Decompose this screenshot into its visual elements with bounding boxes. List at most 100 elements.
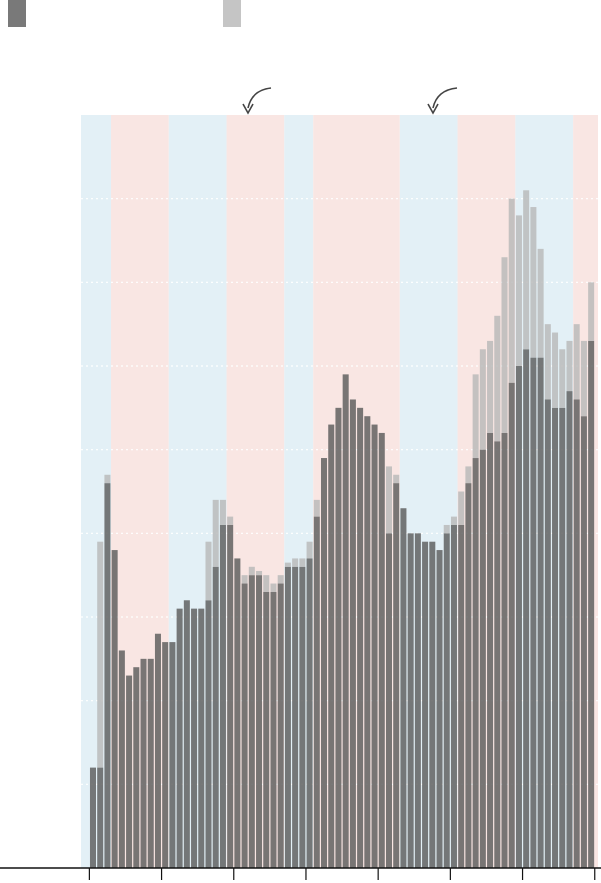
- arrow: [432, 87, 458, 109]
- bar-segment: [284, 562, 291, 567]
- bar-segment: [422, 541, 429, 868]
- bar-segment: [544, 324, 551, 400]
- bar-segment: [104, 483, 111, 868]
- bar-segment: [443, 524, 450, 534]
- bar-segment: [544, 399, 551, 868]
- bar-segment: [126, 675, 133, 868]
- legend-swatch: [8, 0, 26, 27]
- bar-segment: [407, 533, 414, 868]
- bar-segment: [472, 374, 479, 459]
- bar-segment: [162, 642, 169, 868]
- bar-segment: [537, 357, 544, 868]
- bar-segment: [515, 366, 522, 868]
- bar-segment: [357, 407, 364, 868]
- bar-segment: [580, 416, 587, 868]
- bar-segment: [580, 340, 587, 417]
- bar-segment: [212, 499, 219, 567]
- bar-segment: [537, 248, 544, 358]
- bar-segment: [552, 332, 559, 408]
- bar-segment: [292, 566, 299, 868]
- bar-segment: [573, 399, 580, 868]
- bar-segment: [263, 591, 270, 868]
- bar-segment: [133, 667, 140, 868]
- bar-segment: [256, 575, 263, 868]
- bar-segment: [559, 349, 566, 408]
- bar-segment: [385, 466, 393, 534]
- bar-segment: [414, 533, 421, 868]
- bar-segment: [588, 282, 595, 341]
- bar-segment: [487, 340, 494, 433]
- bar-segment: [147, 658, 154, 868]
- bar-segment: [277, 575, 284, 584]
- bar-segment: [559, 407, 566, 868]
- bar-segment: [400, 508, 407, 868]
- bar-segment: [205, 541, 212, 601]
- bar-segment: [588, 340, 595, 868]
- bar-segment: [248, 566, 255, 576]
- x-axis: [0, 867, 601, 880]
- bar-segment: [183, 600, 190, 868]
- bar-segment: [284, 566, 291, 868]
- bar-segment: [487, 432, 494, 868]
- bar-segment: [306, 558, 313, 868]
- bar-segment: [198, 608, 205, 868]
- bar-segment: [436, 550, 443, 868]
- bar-segment: [104, 474, 111, 484]
- bar-segment: [299, 566, 306, 868]
- bar-segment: [501, 257, 508, 433]
- bar-segment: [89, 767, 96, 868]
- legend: [8, 0, 241, 27]
- bar-segment: [248, 575, 255, 868]
- legend-swatch: [223, 0, 241, 27]
- bar-segment: [465, 466, 472, 484]
- bar-segment: [191, 608, 198, 868]
- bar-segment: [313, 499, 320, 517]
- bar-segment: [523, 190, 530, 350]
- bar-segment: [508, 198, 515, 383]
- bar-segment: [523, 349, 530, 868]
- bar-segment: [241, 583, 248, 868]
- bar-segment: [241, 575, 248, 584]
- bar-segment: [508, 382, 515, 868]
- bar-segment: [118, 650, 125, 868]
- bar-segment: [219, 524, 226, 868]
- bar-segment: [270, 591, 277, 868]
- bar-segment: [313, 516, 320, 868]
- bar-segment: [176, 608, 183, 868]
- bar-segment: [97, 541, 104, 768]
- bar-segment: [205, 600, 212, 868]
- bar-segment: [256, 570, 263, 576]
- annotation-arrows: [242, 87, 458, 115]
- arrow: [247, 87, 272, 109]
- bar-segment: [573, 324, 580, 400]
- bar-segment: [212, 566, 219, 868]
- bar-segment: [530, 357, 537, 868]
- bar-segment: [299, 558, 306, 567]
- bar-segment: [443, 533, 450, 868]
- arrow-head: [427, 103, 439, 115]
- bar-segment: [349, 399, 356, 868]
- bar-segment: [393, 483, 400, 868]
- bar-segment: [566, 340, 573, 392]
- bar-segment: [342, 374, 349, 868]
- bar-segment: [393, 474, 400, 484]
- bar-segment: [364, 416, 371, 868]
- bar-segment: [270, 583, 277, 592]
- bar-segment: [111, 550, 118, 868]
- bar-segment: [450, 516, 457, 525]
- bar-segment: [494, 441, 501, 868]
- bar-segment: [169, 642, 176, 868]
- bar-segment: [371, 424, 378, 868]
- bar-segment: [140, 658, 147, 868]
- bar-segment: [494, 315, 501, 442]
- arrow-head: [242, 103, 254, 115]
- bar-segment: [227, 524, 234, 868]
- bar-segment: [292, 558, 299, 567]
- bar-segment: [458, 524, 465, 868]
- bar-segment: [501, 432, 508, 868]
- bar-segment: [277, 583, 284, 868]
- bar-segment: [429, 541, 436, 868]
- bar-segment: [458, 491, 465, 525]
- bar-segment: [227, 516, 234, 525]
- bar-segment: [378, 432, 385, 868]
